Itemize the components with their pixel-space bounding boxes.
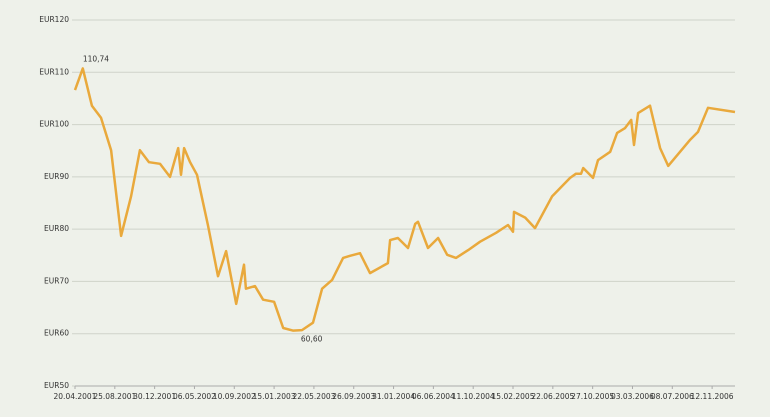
y-tick-label: EUR60 — [44, 329, 69, 338]
y-tick-label: EUR100 — [39, 120, 69, 129]
x-tick-label: 10.09.2002 — [213, 392, 256, 401]
y-tick-label: EUR80 — [44, 224, 69, 233]
value-label: 60,60 — [301, 335, 323, 344]
value-label: 110,74 — [83, 54, 109, 63]
x-tick-label: 26.09.2003 — [332, 392, 375, 401]
x-tick-label: 25.08.2001 — [93, 392, 136, 401]
x-tick-label: 06.06.2004 — [412, 392, 455, 401]
x-tick-label: 15.02.2005 — [492, 392, 535, 401]
y-tick-label: EUR70 — [44, 276, 69, 285]
x-tick-label: 03.03.2006 — [611, 392, 654, 401]
x-tick-label: 12.11.2006 — [691, 392, 734, 401]
x-tick-label: 31.01.2004 — [372, 392, 415, 401]
y-tick-label: EUR120 — [39, 15, 69, 24]
x-tick-label: 20.04.2001 — [54, 392, 97, 401]
line — [73, 67, 736, 332]
x-tick-label: 27.10.2005 — [571, 392, 614, 401]
x-tick-label: 15.01.2003 — [253, 392, 296, 401]
x-tick-label: 22.06.2005 — [531, 392, 574, 401]
x-tick-label: 30.12.2001 — [133, 392, 176, 401]
x-tick-label: 11.10.2004 — [452, 392, 495, 401]
x-tick-label: 22.05.2003 — [292, 392, 335, 401]
x-tick-label: 08.07.2006 — [651, 392, 694, 401]
y-tick-label: EUR50 — [44, 381, 69, 390]
y-tick-label: EUR110 — [39, 67, 69, 76]
x-tick-label: 06.05.2002 — [173, 392, 216, 401]
y-tick-label: EUR90 — [44, 172, 69, 181]
